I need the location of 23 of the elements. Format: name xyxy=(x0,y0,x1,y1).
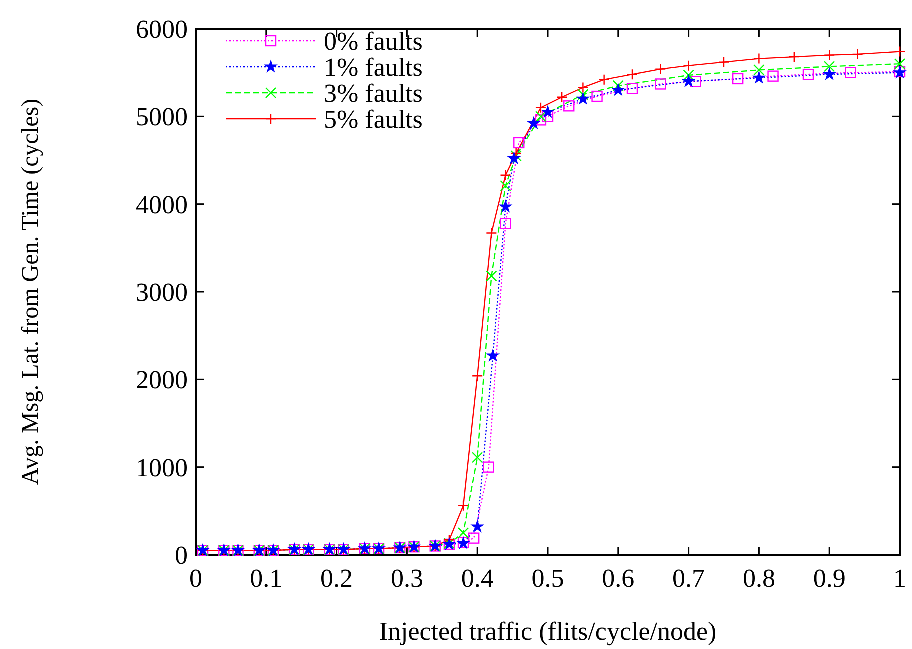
x-tick-label: 0.1 xyxy=(250,564,283,593)
x-tick-label: 1 xyxy=(894,564,906,593)
x-tick-label: 0.8 xyxy=(742,564,776,593)
y-tick-label: 5000 xyxy=(136,102,188,132)
y-tick-label: 2000 xyxy=(136,366,188,395)
y-tick-label: 4000 xyxy=(136,190,188,220)
x-axis-title: Injected traffic (flits/cycle/node) xyxy=(379,617,717,646)
x-tick-label: 0.4 xyxy=(461,564,494,593)
x-tick-label: 0.3 xyxy=(390,564,424,593)
legend-label: 1% faults xyxy=(324,53,423,82)
legend-label: 5% faults xyxy=(324,105,423,134)
x-tick-label: 0.6 xyxy=(602,564,635,593)
y-axis-title: Avg. Msg. Lat. from Gen. Time (cycles) xyxy=(18,98,44,486)
y-tick-label: 1000 xyxy=(136,453,188,482)
x-tick-label: 0.2 xyxy=(320,564,354,593)
x-tick-label: 0.9 xyxy=(813,564,846,593)
legend-label: 3% faults xyxy=(324,79,423,108)
y-tick-label: 6000 xyxy=(136,15,188,44)
legend-label: 0% faults xyxy=(324,27,423,56)
x-tick-label: 0.5 xyxy=(532,564,564,593)
y-tick-label: 0 xyxy=(175,541,188,570)
x-tick-label: 0.7 xyxy=(672,564,706,593)
y-tick-label: 3000 xyxy=(136,278,188,307)
